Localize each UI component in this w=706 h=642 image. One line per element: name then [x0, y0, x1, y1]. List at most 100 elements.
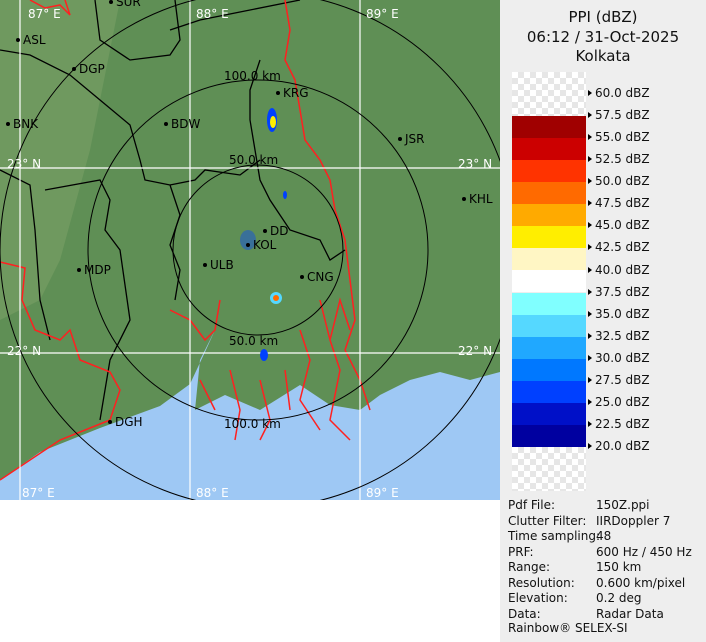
- city-label: KOL: [253, 238, 277, 252]
- city-label: CNG: [307, 270, 334, 284]
- lat-label: 23° N: [7, 157, 41, 171]
- city-dot: [300, 275, 304, 279]
- info-key: Time sampling:: [508, 529, 601, 543]
- ring-label: 100.0 km: [224, 417, 281, 431]
- city-dot: [263, 229, 267, 233]
- lon-label: 87° E: [22, 486, 55, 500]
- city-dot: [6, 122, 10, 126]
- city-label: BDW: [171, 117, 200, 131]
- legend-below-range: [512, 447, 586, 491]
- city-dot: [72, 67, 76, 71]
- sea: [0, 330, 500, 500]
- legend-label: 50.0 dBZ: [588, 174, 650, 188]
- info-row: Pdf File: 150Z.ppi: [508, 498, 650, 512]
- legend-above-range: [512, 72, 586, 116]
- legend-color-swatch: [512, 248, 586, 271]
- city-label: BNK: [13, 117, 39, 131]
- city-label: KRG: [283, 86, 309, 100]
- info-value: 48: [596, 529, 612, 543]
- legend-label: 55.0 dBZ: [588, 130, 650, 144]
- city-label: DGP: [79, 62, 105, 76]
- legend-color-swatch: [512, 204, 586, 227]
- ring-label: 50.0 km: [229, 334, 278, 348]
- legend-color-swatch: [512, 116, 586, 138]
- grid-labels: 87° E 88° E 89° E 87° E 88° E 89° E 23° …: [7, 7, 492, 500]
- legend-label: 22.5 dBZ: [588, 417, 650, 431]
- info-row: Data: Radar Data: [508, 607, 664, 621]
- info-key: Pdf File:: [508, 498, 556, 512]
- info-row: Time sampling:48: [508, 529, 611, 543]
- legend-label: 32.5 dBZ: [588, 329, 650, 343]
- city-dgh: DGH: [108, 415, 143, 429]
- info-key: Range:: [508, 560, 551, 574]
- legend-color-swatch: [512, 402, 586, 425]
- city-label: JSR: [404, 132, 425, 146]
- info-key: Data:: [508, 606, 541, 621]
- info-row: Resolution: 0.600 km/pixel: [508, 576, 685, 590]
- city-dot: [246, 243, 250, 247]
- legend-color-swatch: [512, 138, 586, 161]
- city-dot: [398, 137, 402, 141]
- info-row: Clutter Filter: IIRDoppler 7: [508, 514, 670, 528]
- city-dot: [462, 197, 466, 201]
- city-label: MDP: [84, 263, 111, 277]
- city-label: DGH: [115, 415, 143, 429]
- legend-color-swatch: [512, 226, 586, 249]
- site-name: Kolkata: [575, 47, 631, 65]
- city-dot: [16, 38, 20, 42]
- info-row: PRF: 600 Hz / 450 Hz: [508, 545, 692, 559]
- legend-color-swatch: [512, 314, 586, 337]
- radar-map: 87° E 88° E 89° E 87° E 88° E 89° E 23° …: [0, 0, 500, 500]
- datetime: 06:12 / 31-Oct-2025: [526, 28, 680, 46]
- city-label: ASL: [23, 33, 46, 47]
- legend-color-swatch: [512, 358, 586, 381]
- city-label: DD: [270, 224, 288, 238]
- city-bnk: BNK: [6, 117, 39, 131]
- city-kol: KOL: [246, 238, 277, 252]
- info-value: 150Z.ppi: [596, 498, 650, 512]
- info-key: Elevation:: [508, 591, 568, 605]
- legend-label: 40.0 dBZ: [588, 263, 650, 277]
- legend-label: 42.5 dBZ: [588, 240, 650, 254]
- ring-label: 100.0 km: [224, 69, 281, 83]
- legend-color-swatch: [512, 270, 586, 293]
- radar-echoes: [240, 108, 287, 361]
- lon-label: 88° E: [196, 7, 229, 21]
- legend-label: 20.0 dBZ: [588, 439, 650, 453]
- city-asl: ASL: [16, 33, 46, 47]
- lat-label: 22° N: [7, 344, 41, 358]
- footer-credit: Rainbow® SELEX-SI: [508, 621, 628, 635]
- info-value: Radar Data: [596, 606, 664, 621]
- info-value: 150 km: [596, 560, 642, 574]
- lat-lon-grid: [0, 0, 500, 500]
- product-title: PPI (dBZ): [568, 8, 638, 26]
- western-highlands: [0, 0, 120, 320]
- info-row: Range: 150 km: [508, 560, 641, 574]
- city-bdw: BDW: [164, 117, 200, 131]
- city-cng: CNG: [300, 270, 334, 284]
- lat-label: 23° N: [458, 157, 492, 171]
- legend-label: 30.0 dBZ: [588, 351, 650, 365]
- lat-label: 22° N: [458, 344, 492, 358]
- legend-label: 37.5 dBZ: [588, 285, 650, 299]
- legend-color-swatch: [512, 336, 586, 359]
- lon-label: 87° E: [28, 7, 61, 21]
- city-dgp: DGP: [72, 62, 105, 76]
- city-krg: KRG: [276, 86, 309, 100]
- info-key: Clutter Filter:: [508, 513, 587, 528]
- district-borders: [0, 0, 346, 421]
- info-key: Resolution:: [508, 575, 575, 590]
- city-jsr: JSR: [398, 132, 425, 146]
- lon-label: 88° E: [196, 486, 229, 500]
- legend-color-swatch: [512, 160, 586, 183]
- city-khl: KHL: [462, 192, 493, 206]
- city-dot: [164, 122, 168, 126]
- legend-color-swatch: [512, 380, 586, 403]
- city-dot: [276, 91, 280, 95]
- legend-color-swatch: [512, 182, 586, 205]
- legend-label: 25.0 dBZ: [588, 395, 650, 409]
- legend-label: 52.5 dBZ: [588, 152, 650, 166]
- city-mdp: MDP: [77, 263, 111, 277]
- legend-color-swatch: [512, 292, 586, 315]
